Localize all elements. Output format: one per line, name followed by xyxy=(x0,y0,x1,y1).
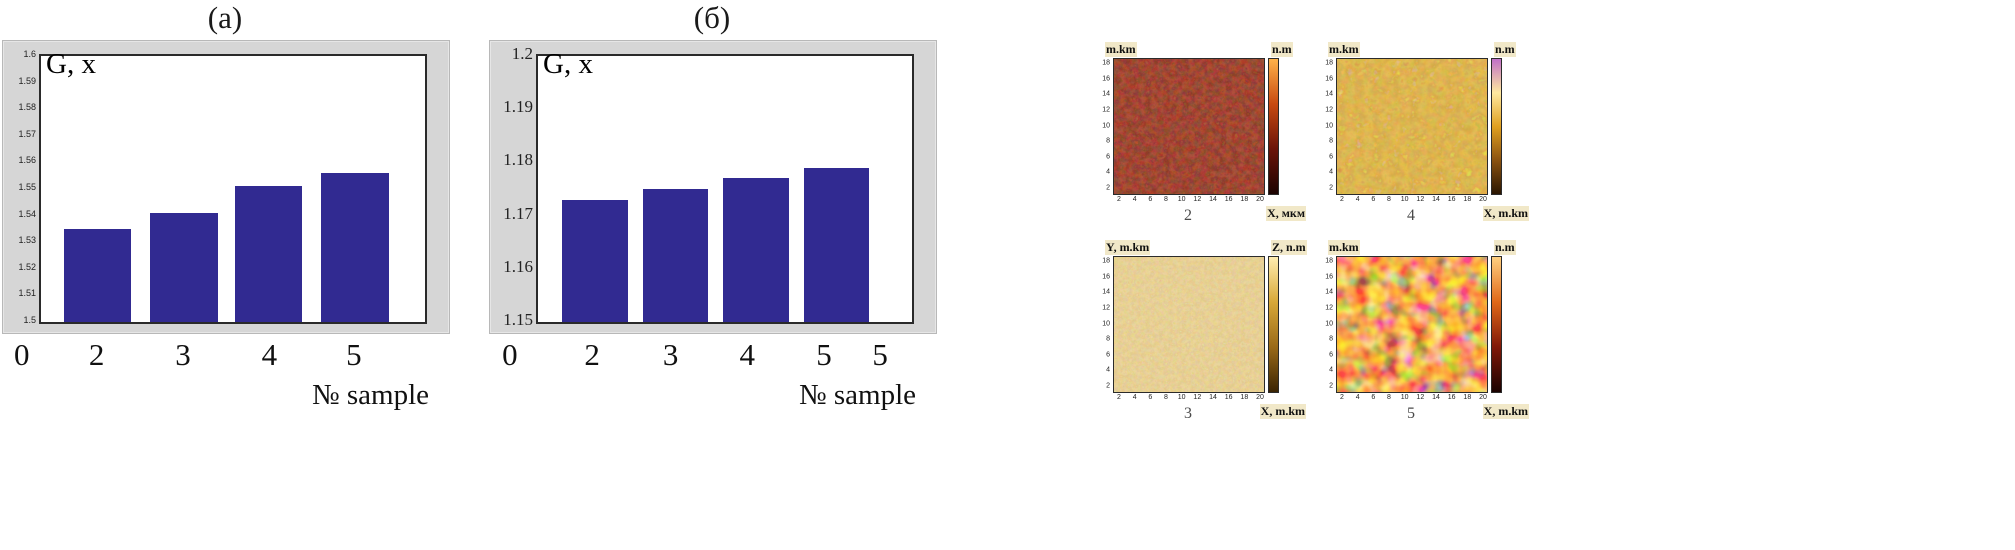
afm-panel-2: m.km n.m 18 16 14 12 10 8 6 4 2 xyxy=(1095,42,1310,240)
chart-a-y-axis-ticks: 1.6 1.59 1.58 1.57 1.56 1.55 1.54 1.53 1.52 1.51 1… xyxy=(18,49,36,325)
chart-a-bars xyxy=(41,56,425,322)
afm-4-y-axis-label: m.km xyxy=(1328,42,1360,57)
afm-3-x-axis-label: X, m.km xyxy=(1259,404,1306,419)
chart-b-x-axis-label: № sample xyxy=(798,379,916,411)
afm-image-2 xyxy=(1113,58,1265,195)
afm-texture-5 xyxy=(1337,257,1487,392)
afm-3-colorbar xyxy=(1268,256,1279,393)
afm-3-y-ticks: 18 16 14 12 10 8 6 4 2 xyxy=(1102,257,1110,390)
afm-2-colorbar-label: n.m xyxy=(1271,42,1293,57)
afm-5-x-ticks: 2 4 6 8 10 12 14 16 18 20 xyxy=(1340,394,1487,401)
panel-b-title: (б) xyxy=(693,0,731,35)
chart-a-plot-area: G, x xyxy=(39,48,427,324)
afm-4-y-ticks: 18 16 14 12 10 8 6 4 2 xyxy=(1325,59,1333,192)
afm-4-x-axis-label: X, m.km xyxy=(1482,206,1529,221)
afm-texture-3 xyxy=(1114,257,1264,392)
afm-texture-2 xyxy=(1114,59,1264,194)
panel-a-title: (а) xyxy=(207,0,243,35)
afm-5-y-ticks: 18 16 14 12 10 8 6 4 2 xyxy=(1325,257,1333,390)
afm-5-y-axis-label: m.km xyxy=(1328,240,1360,255)
chart-b-y-axis-ticks: 1.2 1.19 1.18 1.17 1.16 1.15 xyxy=(503,44,533,329)
afm-4-number: 4 xyxy=(1407,207,1415,224)
afm-2-y-axis-label: m.km xyxy=(1105,42,1137,57)
afm-2-x-axis-label: X, мкм xyxy=(1266,206,1306,221)
afm-3-number: 3 xyxy=(1184,405,1192,422)
afm-panel-4: m.km n.m 18 16 14 12 10 8 6 4 2 xyxy=(1318,42,1533,240)
chart-a-x-axis-label: № sample xyxy=(311,379,429,411)
bar-chart-a: 1.6 1.59 1.58 1.57 1.56 1.55 1.54 1.53 1.52 1.51 1… xyxy=(2,40,450,411)
afm-panel-3: Y, m.km Z, n.m 18 16 14 12 10 8 6 4 2 xyxy=(1095,240,1310,438)
afm-5-colorbar xyxy=(1491,256,1502,393)
afm-5-number: 5 xyxy=(1407,405,1415,422)
afm-2-colorbar xyxy=(1268,58,1279,195)
afm-texture-4 xyxy=(1337,59,1487,194)
afm-2-y-ticks: 18 16 14 12 10 8 6 4 2 xyxy=(1102,59,1110,192)
afm-image-5 xyxy=(1336,256,1488,393)
afm-4-x-ticks: 2 4 6 8 10 12 14 16 18 20 xyxy=(1340,196,1487,203)
afm-3-colorbar-label: Z, n.m xyxy=(1271,240,1307,255)
afm-image-3 xyxy=(1113,256,1265,393)
afm-panel-5: m.km n.m 18 16 14 12 10 8 6 4 2 xyxy=(1318,240,1533,438)
afm-5-colorbar-label: n.m xyxy=(1494,240,1516,255)
afm-4-colorbar xyxy=(1491,58,1502,195)
chart-b-plot-area: G, x xyxy=(536,48,914,324)
afm-image-4 xyxy=(1336,58,1488,195)
afm-5-x-axis-label: X, m.km xyxy=(1482,404,1529,419)
afm-2-number: 2 xyxy=(1184,207,1192,224)
afm-3-y-axis-label: Y, m.km xyxy=(1105,240,1151,255)
chart-b-y-axis-label: G, x xyxy=(543,48,593,80)
afm-2-x-ticks: 2 4 6 8 10 12 14 16 18 20 xyxy=(1117,196,1264,203)
afm-3-x-ticks: 2 4 6 8 10 12 14 16 18 20 xyxy=(1117,394,1264,401)
chart-b-bars xyxy=(538,56,912,322)
chart-a-y-axis-label: G, x xyxy=(46,48,96,80)
afm-4-colorbar-label: n.m xyxy=(1494,42,1516,57)
